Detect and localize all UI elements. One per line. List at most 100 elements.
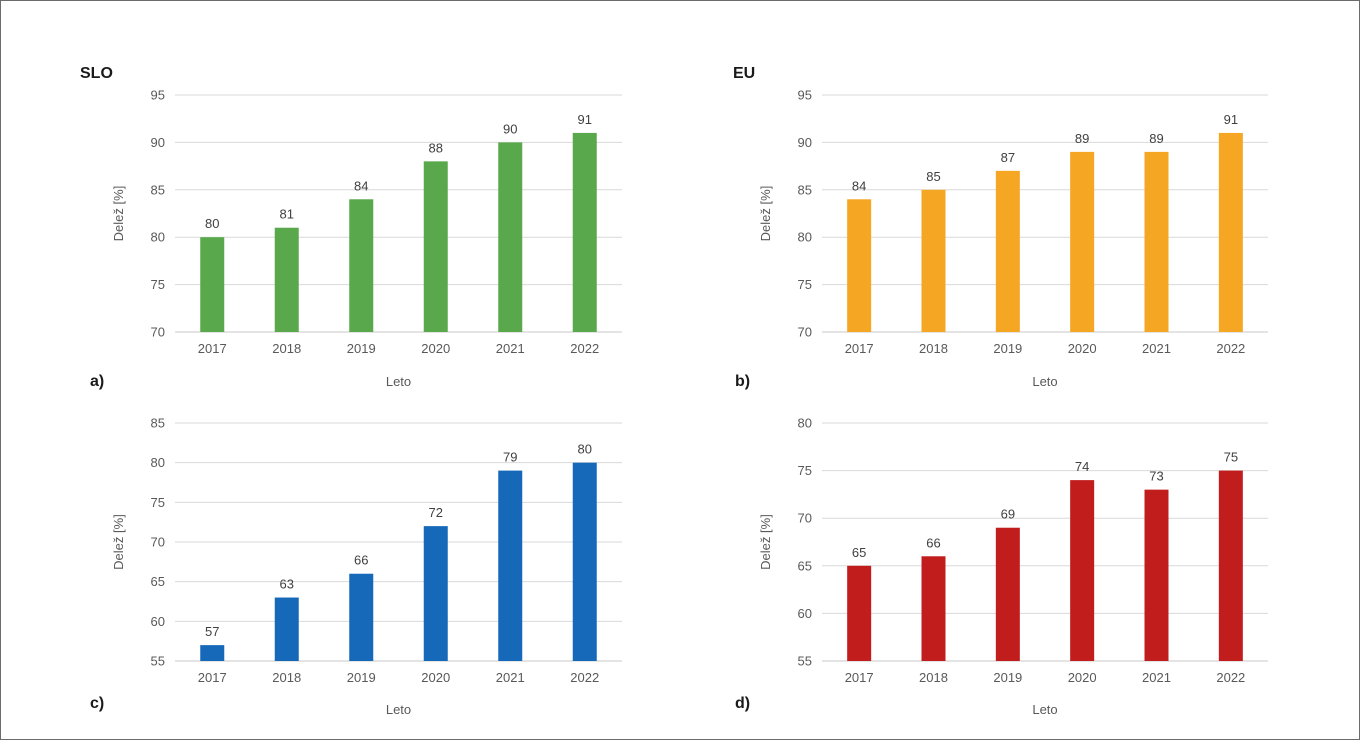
bar [349,199,374,332]
bar [847,199,872,332]
bar [1070,151,1095,332]
bar [995,527,1020,661]
y-axis-title: Delež [%] [758,186,773,242]
bar [1218,470,1243,661]
x-tick-label: 2019 [347,670,376,685]
y-tick-label: 55 [798,654,812,669]
x-tick-label: 2021 [1142,670,1171,685]
chart-panel-2: 70 75 80 85 90 95 84 2017 85 2018 87 2019 89 2020 89 20… [733,65,1268,390]
data-label: 66 [354,553,368,568]
bar [423,161,448,332]
bar [572,132,597,332]
data-label: 73 [1149,469,1163,484]
data-label: 84 [354,178,368,193]
y-tick-label: 85 [798,182,812,197]
x-tick-label: 2019 [993,341,1022,356]
chart-panel-1: 70 75 80 85 90 95 80 2017 81 2018 84 2019 88 2020 90 20… [80,65,622,390]
chart-panel-4: 55 60 65 70 75 80 65 2017 66 2018 69 2019 74 2020 73 20… [735,416,1268,717]
y-tick-label: 85 [151,416,165,431]
y-tick-label: 80 [798,416,812,431]
data-label: 91 [578,112,592,127]
y-tick-label: 90 [151,135,165,150]
x-tick-label: 2018 [919,341,948,356]
data-label: 91 [1224,112,1238,127]
bar [274,597,299,661]
bar [1144,151,1169,332]
y-tick-label: 65 [151,574,165,589]
y-axis-title: Delež [%] [111,514,126,570]
x-tick-label: 2019 [993,670,1022,685]
y-tick-label: 95 [798,88,812,103]
chart-panel-3: 55 60 65 70 75 80 85 57 2017 63 2018 66 2019 72 2020 79… [90,416,622,717]
data-label: 88 [429,140,443,155]
x-tick-label: 2018 [272,670,301,685]
bar [200,237,225,332]
data-label: 89 [1149,131,1163,146]
x-axis-title: Leto [386,374,411,389]
x-tick-label: 2018 [919,670,948,685]
panel-label: a) [90,373,104,390]
bar [423,526,448,661]
data-label: 63 [280,577,294,592]
bar [1070,480,1095,661]
data-label: 66 [926,535,940,550]
x-tick-label: 2017 [198,341,227,356]
x-tick-label: 2022 [570,670,599,685]
panel-label: c) [90,695,104,712]
data-label: 84 [852,178,866,193]
x-axis-title: Leto [386,702,411,717]
y-axis-title: Delež [%] [758,514,773,570]
bar [200,645,225,661]
data-label: 80 [205,216,219,231]
y-tick-label: 75 [151,277,165,292]
y-tick-label: 65 [798,558,812,573]
y-tick-label: 70 [798,325,812,340]
bar [921,189,946,332]
bar [847,565,872,661]
data-label: 87 [1001,150,1015,165]
data-label: 75 [1224,450,1238,465]
bar [498,470,523,661]
y-tick-label: 70 [151,535,165,550]
x-tick-label: 2017 [845,341,874,356]
y-tick-label: 60 [798,606,812,621]
x-tick-label: 2021 [1142,341,1171,356]
y-tick-label: 55 [151,654,165,669]
x-axis-title: Leto [1032,702,1057,717]
region-label: EU [733,65,755,82]
bar [498,142,523,332]
x-tick-label: 2022 [1216,341,1245,356]
y-tick-label: 70 [798,511,812,526]
data-label: 81 [280,207,294,222]
y-tick-label: 80 [151,230,165,245]
x-tick-label: 2020 [1068,670,1097,685]
y-tick-label: 75 [151,495,165,510]
y-tick-label: 85 [151,182,165,197]
x-tick-label: 2020 [421,341,450,356]
x-tick-label: 2021 [496,670,525,685]
data-label: 57 [205,624,219,639]
x-tick-label: 2022 [570,341,599,356]
y-tick-label: 75 [798,277,812,292]
y-tick-label: 60 [151,614,165,629]
data-label: 72 [429,505,443,520]
data-label: 69 [1001,507,1015,522]
bar [349,573,374,661]
region-label: SLO [80,65,113,82]
data-label: 85 [926,169,940,184]
y-tick-label: 90 [798,135,812,150]
x-tick-label: 2020 [1068,341,1097,356]
data-label: 79 [503,450,517,465]
y-tick-label: 95 [151,88,165,103]
y-tick-label: 70 [151,325,165,340]
x-tick-label: 2020 [421,670,450,685]
x-tick-label: 2018 [272,341,301,356]
panel-label: d) [735,695,750,712]
x-axis-title: Leto [1032,374,1057,389]
panel-label: b) [735,373,750,390]
x-tick-label: 2019 [347,341,376,356]
data-label: 89 [1075,131,1089,146]
x-tick-label: 2021 [496,341,525,356]
x-tick-label: 2022 [1216,670,1245,685]
